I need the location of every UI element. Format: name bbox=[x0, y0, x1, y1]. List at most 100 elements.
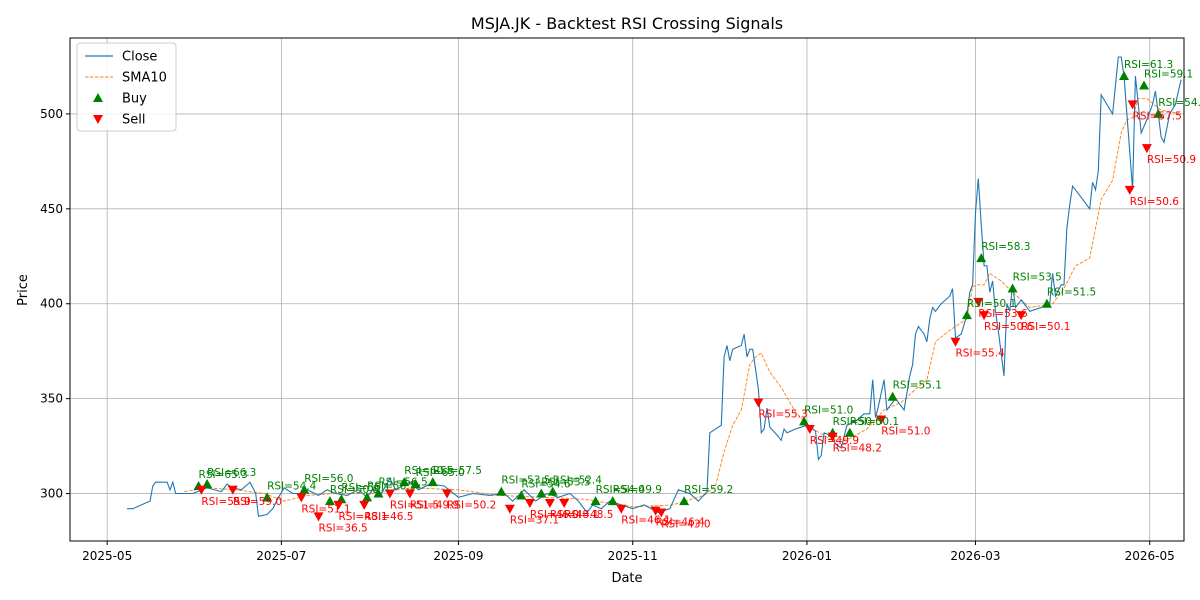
buy-marker bbox=[262, 492, 273, 502]
buy-label: RSI=50.1 bbox=[850, 416, 899, 428]
buy-marker bbox=[961, 310, 972, 320]
buy-marker bbox=[516, 490, 527, 500]
buy-label: RSI=65.3 bbox=[199, 469, 248, 481]
sell-marker bbox=[384, 489, 395, 499]
buy-marker bbox=[427, 477, 438, 487]
y-tick-label: 500 bbox=[40, 107, 63, 121]
buy-label: RSI=54.4 bbox=[267, 480, 317, 492]
legend-label: SMA10 bbox=[122, 71, 167, 86]
sell-marker bbox=[827, 432, 838, 442]
buy-label: RSI=55.1 bbox=[893, 380, 942, 392]
buy-marker bbox=[887, 391, 898, 401]
sell-label: RSI=51.0 bbox=[881, 426, 930, 438]
sell-marker bbox=[1124, 185, 1135, 195]
sell-marker bbox=[804, 425, 815, 435]
buy-marker bbox=[844, 427, 855, 437]
buy-marker bbox=[590, 496, 601, 506]
chart-title: MSJA.JK - Backtest RSI Crossing Signals bbox=[471, 14, 783, 33]
buy-label: RSI=56.1 bbox=[341, 482, 390, 494]
buy-marker bbox=[410, 479, 421, 489]
sell-label: RSI=55.9 bbox=[201, 496, 250, 508]
plot-frame bbox=[69, 37, 1185, 542]
sell-marker bbox=[296, 493, 307, 503]
x-tick-label: 2026-03 bbox=[950, 549, 1000, 563]
buy-label: RSI=51.5 bbox=[1047, 287, 1096, 299]
sell-marker bbox=[1127, 100, 1138, 110]
sell-marker bbox=[559, 499, 570, 509]
sell-label: RSI=53.6 bbox=[978, 308, 1028, 320]
buy-label: RSI=54.0 bbox=[596, 484, 645, 496]
buy-label: RSI=60.5 bbox=[404, 465, 453, 477]
y-tick-label: 450 bbox=[40, 202, 63, 216]
buy-marker bbox=[496, 486, 507, 496]
sell-label: RSI=46.0 bbox=[530, 509, 579, 521]
sell-label: RSI=51.1 bbox=[301, 503, 350, 515]
buy-marker bbox=[536, 488, 547, 498]
sell-marker bbox=[359, 500, 370, 510]
signal-markers bbox=[193, 70, 1164, 522]
legend: Close SMA10 Buy Sell bbox=[76, 42, 177, 132]
buy-marker bbox=[324, 496, 335, 506]
buy-label: RSI=50.1 bbox=[967, 298, 1016, 310]
sell-marker bbox=[333, 500, 344, 510]
close-line bbox=[127, 56, 1182, 517]
x-tick-label: 2025-09 bbox=[433, 549, 483, 563]
sell-marker bbox=[313, 512, 324, 522]
sell-marker bbox=[616, 504, 627, 514]
sell-label: RSI=59.0 bbox=[233, 496, 282, 508]
sell-label: RSI=57.5 bbox=[1133, 110, 1182, 122]
x-tick-label: 2026-05 bbox=[1125, 549, 1175, 563]
x-tick-label: 2025-11 bbox=[608, 549, 658, 563]
sell-label: RSI=49.9 bbox=[410, 500, 459, 512]
sell-label: RSI=51.5 bbox=[390, 500, 439, 512]
buy-label: RSI=54.4 bbox=[1158, 97, 1200, 109]
buy-marker bbox=[547, 486, 558, 496]
buy-label: RSI=59.1 bbox=[1144, 68, 1193, 80]
sell-label: RSI=43.0 bbox=[661, 519, 710, 531]
x-tick-label: 2026-01 bbox=[782, 549, 832, 563]
buy-label: RSI=49.9 bbox=[613, 484, 662, 496]
sell-marker bbox=[544, 499, 555, 509]
sell-marker bbox=[1141, 144, 1152, 154]
sell-label: RSI=46.4 bbox=[656, 517, 706, 529]
legend-buy-swatch bbox=[93, 93, 103, 102]
sma10-series bbox=[184, 98, 1182, 508]
buy-label: RSI=51.0 bbox=[804, 404, 853, 416]
sell-marker bbox=[442, 489, 453, 499]
buy-label: RSI=53.5 bbox=[541, 477, 590, 489]
sell-label: RSI=50.6 bbox=[984, 321, 1034, 333]
sell-label: RSI=50.6 bbox=[1130, 196, 1180, 208]
buy-label: RSI=65.0 bbox=[416, 467, 465, 479]
sell-label: RSI=48.2 bbox=[833, 443, 882, 455]
buy-marker bbox=[299, 484, 310, 494]
buy-label: RSI=58.3 bbox=[981, 241, 1030, 253]
sell-label: RSI=55.3 bbox=[758, 408, 807, 420]
sell-marker bbox=[1016, 311, 1027, 321]
buy-label: RSI=50.0 bbox=[833, 416, 882, 428]
buy-label: RSI=52.4 bbox=[553, 475, 603, 487]
buy-marker bbox=[679, 496, 690, 506]
buy-label: RSI=59.2 bbox=[684, 484, 733, 496]
legend-sell-swatch bbox=[93, 115, 103, 124]
sell-marker bbox=[950, 337, 961, 347]
buy-label: RSI=53.5 bbox=[1013, 272, 1062, 284]
sell-marker bbox=[524, 499, 535, 509]
buy-marker bbox=[1041, 298, 1052, 308]
sell-marker bbox=[656, 508, 667, 518]
buy-label: RSI=53.5 bbox=[501, 475, 550, 487]
buy-marker bbox=[362, 492, 373, 502]
buy-marker bbox=[976, 253, 987, 263]
buy-label: RSI=61.3 bbox=[1124, 59, 1173, 71]
y-tick-label: 300 bbox=[40, 487, 63, 501]
close-series bbox=[127, 56, 1182, 517]
axes: 2025-05 2025-07 2025-09 2025-11 2026-01 2026-… bbox=[40, 107, 1175, 563]
buy-marker bbox=[799, 416, 810, 426]
sell-label: RSI=36.5 bbox=[319, 522, 368, 534]
sell-label: RSI=46.1 bbox=[621, 515, 670, 527]
y-tick-label: 350 bbox=[40, 392, 63, 406]
sell-marker bbox=[973, 297, 984, 307]
signal-labels: RSI=65.3RSI=66.3RSI=54.4RSI=56.0RSI=50.8… bbox=[199, 59, 1200, 534]
buy-marker bbox=[1139, 80, 1150, 90]
